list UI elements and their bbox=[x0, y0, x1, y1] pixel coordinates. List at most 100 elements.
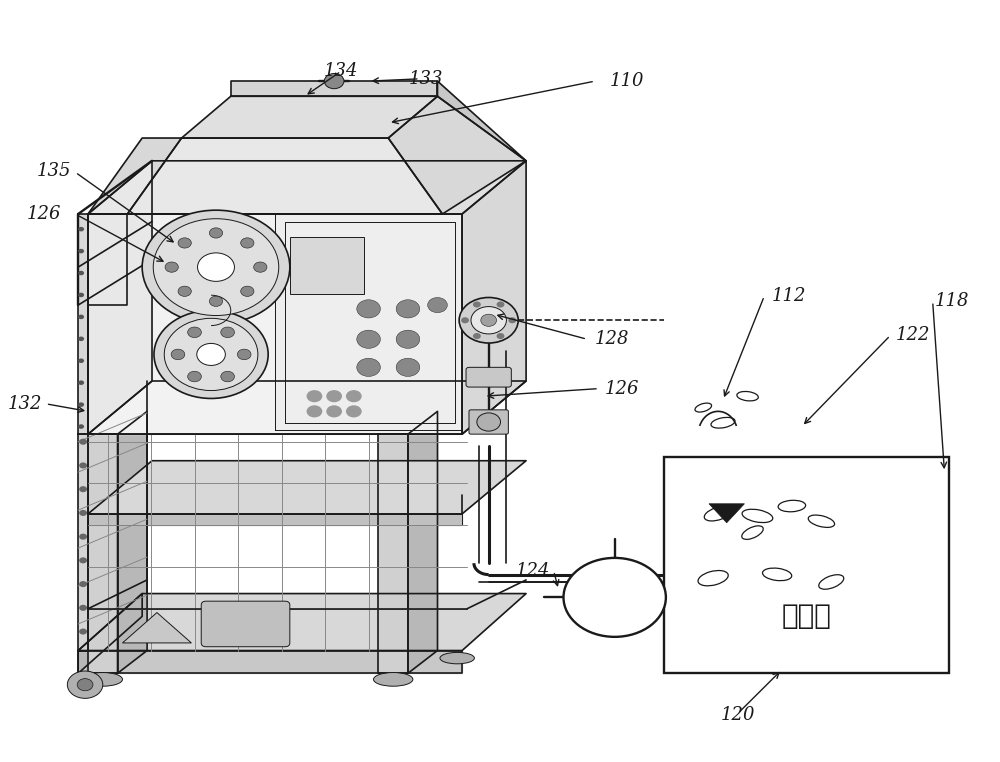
Circle shape bbox=[497, 333, 504, 339]
Circle shape bbox=[79, 463, 87, 469]
Circle shape bbox=[209, 228, 223, 238]
Circle shape bbox=[154, 310, 268, 399]
FancyBboxPatch shape bbox=[466, 367, 511, 387]
Text: 112: 112 bbox=[772, 287, 807, 305]
Text: 120: 120 bbox=[720, 706, 755, 724]
Circle shape bbox=[188, 371, 201, 382]
Polygon shape bbox=[88, 214, 127, 305]
Polygon shape bbox=[118, 411, 147, 674]
Circle shape bbox=[164, 319, 258, 391]
Circle shape bbox=[254, 262, 267, 272]
Polygon shape bbox=[78, 434, 88, 651]
Circle shape bbox=[78, 293, 84, 297]
Text: 泵储罐: 泵储罐 bbox=[782, 602, 832, 630]
Circle shape bbox=[142, 210, 290, 324]
Circle shape bbox=[459, 297, 518, 343]
Polygon shape bbox=[88, 434, 118, 674]
Polygon shape bbox=[408, 411, 437, 674]
Circle shape bbox=[497, 302, 504, 308]
Circle shape bbox=[307, 390, 322, 402]
Text: 134: 134 bbox=[324, 62, 358, 80]
Polygon shape bbox=[122, 613, 191, 643]
Circle shape bbox=[78, 424, 84, 429]
Polygon shape bbox=[275, 214, 462, 431]
Circle shape bbox=[241, 287, 254, 296]
Circle shape bbox=[171, 349, 185, 360]
Circle shape bbox=[471, 306, 506, 334]
Polygon shape bbox=[78, 594, 526, 651]
Circle shape bbox=[79, 533, 87, 539]
Circle shape bbox=[324, 73, 344, 88]
Circle shape bbox=[67, 671, 103, 698]
Circle shape bbox=[77, 679, 93, 691]
Circle shape bbox=[178, 238, 191, 248]
Polygon shape bbox=[88, 461, 526, 514]
Circle shape bbox=[346, 390, 362, 402]
Circle shape bbox=[165, 262, 178, 272]
Circle shape bbox=[79, 581, 87, 588]
Circle shape bbox=[473, 333, 481, 339]
Circle shape bbox=[221, 327, 234, 338]
Circle shape bbox=[461, 317, 469, 323]
Text: 132: 132 bbox=[7, 395, 42, 413]
Circle shape bbox=[197, 344, 225, 366]
Circle shape bbox=[481, 314, 497, 326]
Polygon shape bbox=[709, 504, 744, 523]
Circle shape bbox=[78, 402, 84, 407]
Circle shape bbox=[473, 302, 481, 308]
Circle shape bbox=[78, 271, 84, 275]
Polygon shape bbox=[78, 214, 88, 434]
Circle shape bbox=[153, 219, 279, 315]
Circle shape bbox=[241, 238, 254, 248]
Polygon shape bbox=[378, 434, 408, 674]
Circle shape bbox=[79, 557, 87, 563]
Circle shape bbox=[477, 413, 500, 431]
Circle shape bbox=[396, 358, 420, 376]
Polygon shape bbox=[88, 161, 152, 434]
Circle shape bbox=[78, 358, 84, 363]
FancyBboxPatch shape bbox=[201, 601, 290, 647]
Ellipse shape bbox=[374, 673, 413, 687]
Circle shape bbox=[357, 299, 380, 318]
Polygon shape bbox=[88, 214, 462, 434]
Text: 124: 124 bbox=[516, 562, 551, 580]
Text: 128: 128 bbox=[595, 330, 629, 348]
Text: 126: 126 bbox=[27, 205, 61, 223]
Text: 135: 135 bbox=[37, 162, 71, 180]
Ellipse shape bbox=[83, 673, 122, 687]
Circle shape bbox=[209, 296, 223, 306]
Circle shape bbox=[428, 297, 447, 312]
Circle shape bbox=[78, 380, 84, 385]
Circle shape bbox=[79, 439, 87, 445]
Text: 122: 122 bbox=[896, 326, 931, 344]
Circle shape bbox=[508, 317, 516, 323]
Circle shape bbox=[346, 405, 362, 418]
Polygon shape bbox=[462, 161, 526, 434]
Polygon shape bbox=[231, 81, 437, 96]
Polygon shape bbox=[88, 138, 182, 214]
Polygon shape bbox=[78, 594, 142, 674]
Circle shape bbox=[78, 315, 84, 319]
FancyBboxPatch shape bbox=[469, 410, 508, 434]
Circle shape bbox=[79, 510, 87, 516]
Polygon shape bbox=[437, 81, 526, 161]
Circle shape bbox=[237, 349, 251, 360]
Circle shape bbox=[188, 327, 201, 338]
Polygon shape bbox=[88, 514, 462, 525]
Ellipse shape bbox=[440, 652, 474, 664]
Circle shape bbox=[563, 558, 666, 637]
Circle shape bbox=[198, 253, 234, 281]
Polygon shape bbox=[127, 138, 442, 214]
Polygon shape bbox=[388, 96, 526, 214]
Polygon shape bbox=[182, 96, 437, 138]
Text: 126: 126 bbox=[605, 379, 639, 398]
Circle shape bbox=[78, 227, 84, 232]
Circle shape bbox=[78, 249, 84, 254]
Text: 118: 118 bbox=[935, 293, 969, 310]
Circle shape bbox=[396, 299, 420, 318]
Circle shape bbox=[79, 629, 87, 635]
Circle shape bbox=[326, 390, 342, 402]
Circle shape bbox=[221, 371, 234, 382]
Bar bbox=[664, 457, 949, 674]
Text: 133: 133 bbox=[408, 70, 443, 88]
